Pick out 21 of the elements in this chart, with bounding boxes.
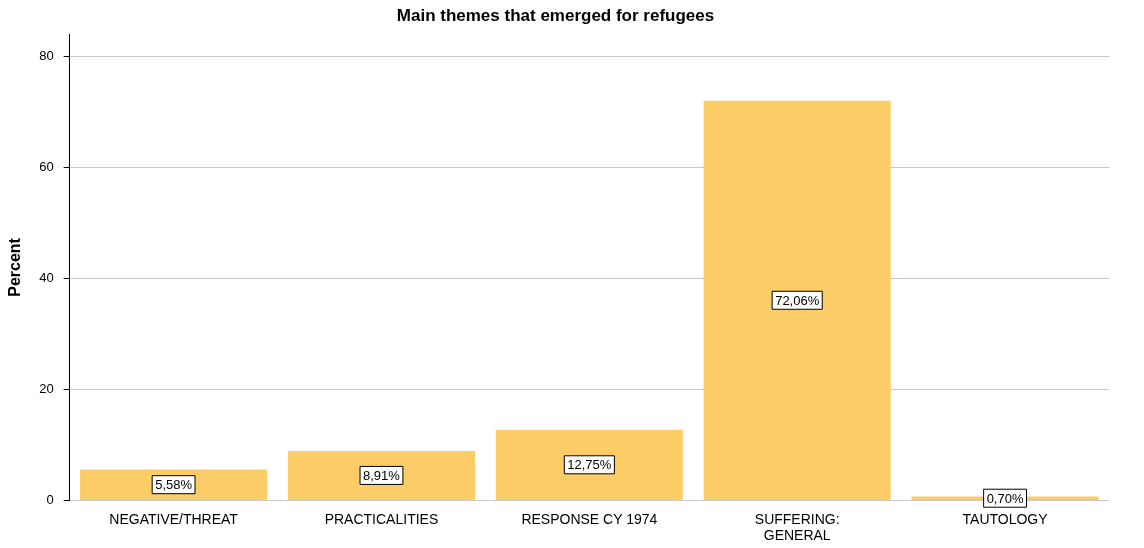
data-label: 72,06%: [775, 292, 820, 308]
data-label: 0,70%: [986, 490, 1024, 506]
y-tick-label: 20: [39, 381, 54, 397]
data-label: 8,91%: [363, 468, 401, 484]
bar: [80, 469, 268, 500]
bar: [287, 450, 475, 500]
y-tick-label: 80: [39, 48, 54, 64]
x-tick-label: NEGATIVE/THREAT: [109, 510, 239, 527]
data-label: 12,75%: [567, 457, 612, 473]
x-tick-label: SUFFERING: GENERAL: [754, 510, 840, 544]
y-tick-label: 40: [39, 270, 54, 286]
y-tick-label: 0: [46, 491, 54, 507]
chart-title: Main themes that emerged for refugees: [396, 5, 715, 25]
x-tick-label: RESPONSE CY 1974: [521, 510, 658, 527]
x-tick-label: PRACTICALITIES: [324, 510, 439, 527]
data-label: 5,58%: [155, 477, 193, 493]
x-tick-label: TAUTOLOGY: [962, 510, 1049, 527]
bar: [703, 100, 891, 500]
y-axis-title: Percent: [6, 237, 24, 297]
y-tick-label: 60: [39, 159, 54, 175]
bar: [495, 429, 683, 500]
